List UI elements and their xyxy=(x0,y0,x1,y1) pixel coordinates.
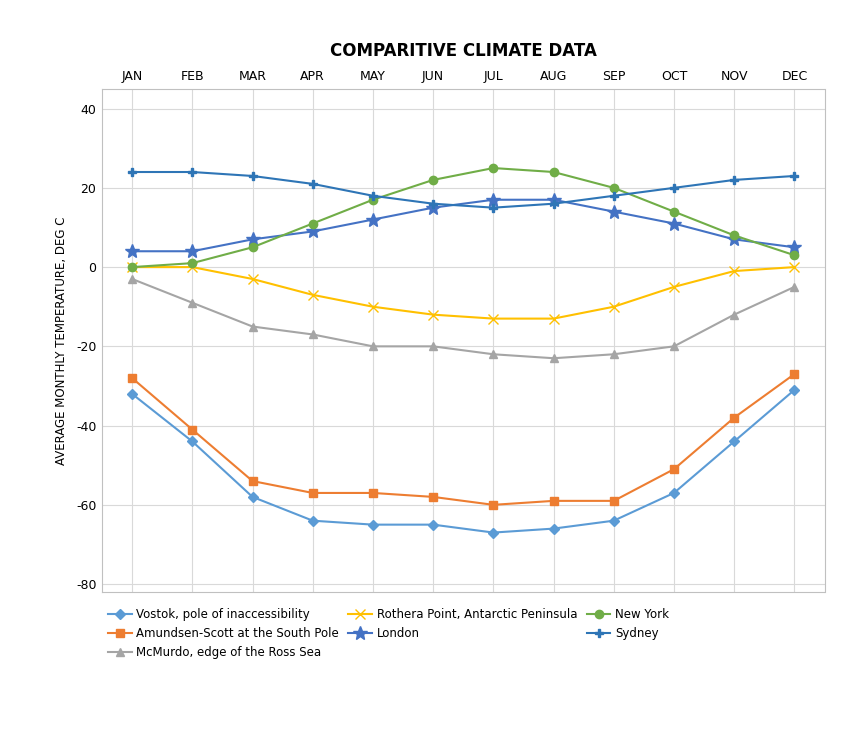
Title: COMPARITIVE CLIMATE DATA: COMPARITIVE CLIMATE DATA xyxy=(330,42,597,61)
Amundsen-Scott at the South Pole xyxy=(729,413,740,422)
New York xyxy=(368,195,378,204)
New York xyxy=(729,231,740,240)
Vostok, pole of inaccessibility xyxy=(247,492,258,501)
London xyxy=(609,207,619,216)
London xyxy=(247,235,258,243)
Vostok, pole of inaccessibility xyxy=(187,437,197,446)
New York xyxy=(428,175,439,184)
Amundsen-Scott at the South Pole xyxy=(127,374,137,383)
Line: Rothera Point, Antarctic Peninsula: Rothera Point, Antarctic Peninsula xyxy=(128,262,799,323)
Rothera Point, Antarctic Peninsula xyxy=(308,290,318,299)
McMurdo, edge of the Ross Sea xyxy=(368,342,378,351)
Sydney xyxy=(187,167,197,176)
London xyxy=(187,247,197,256)
McMurdo, edge of the Ross Sea xyxy=(428,342,439,351)
Vostok, pole of inaccessibility xyxy=(428,520,439,529)
London xyxy=(669,219,679,228)
McMurdo, edge of the Ross Sea xyxy=(187,298,197,307)
Amundsen-Scott at the South Pole xyxy=(247,477,258,485)
Rothera Point, Antarctic Peninsula xyxy=(729,266,740,275)
London xyxy=(308,227,318,236)
New York xyxy=(669,207,679,216)
Line: Amundsen-Scott at the South Pole: Amundsen-Scott at the South Pole xyxy=(128,370,798,509)
McMurdo, edge of the Ross Sea xyxy=(127,275,137,283)
McMurdo, edge of the Ross Sea xyxy=(247,322,258,331)
Vostok, pole of inaccessibility xyxy=(368,520,378,529)
Vostok, pole of inaccessibility xyxy=(729,437,740,446)
New York xyxy=(488,164,498,172)
New York xyxy=(187,259,197,268)
Vostok, pole of inaccessibility xyxy=(548,524,558,533)
Rothera Point, Antarctic Peninsula xyxy=(488,314,498,323)
Sydney xyxy=(548,199,558,208)
Sydney xyxy=(127,167,137,176)
McMurdo, edge of the Ross Sea xyxy=(488,350,498,359)
Amundsen-Scott at the South Pole xyxy=(609,497,619,505)
Rothera Point, Antarctic Peninsula xyxy=(609,302,619,311)
Rothera Point, Antarctic Peninsula xyxy=(548,314,558,323)
New York xyxy=(308,219,318,228)
McMurdo, edge of the Ross Sea xyxy=(790,283,800,292)
Line: Vostok, pole of inaccessibility: Vostok, pole of inaccessibility xyxy=(128,386,798,536)
Y-axis label: AVERAGE MONTHLY TEMPERATURE, DEG C: AVERAGE MONTHLY TEMPERATURE, DEG C xyxy=(54,216,68,465)
New York xyxy=(127,263,137,272)
Rothera Point, Antarctic Peninsula xyxy=(368,302,378,311)
Vostok, pole of inaccessibility xyxy=(790,386,800,394)
London xyxy=(729,235,740,243)
Amundsen-Scott at the South Pole xyxy=(308,488,318,497)
McMurdo, edge of the Ross Sea xyxy=(308,330,318,339)
Legend: Vostok, pole of inaccessibility, Amundsen-Scott at the South Pole, McMurdo, edge: Vostok, pole of inaccessibility, Amundse… xyxy=(108,608,669,659)
Amundsen-Scott at the South Pole xyxy=(428,492,439,501)
Sydney xyxy=(368,192,378,201)
McMurdo, edge of the Ross Sea xyxy=(609,350,619,359)
Amundsen-Scott at the South Pole xyxy=(548,497,558,505)
Line: London: London xyxy=(125,193,802,258)
Sydney xyxy=(428,199,439,208)
McMurdo, edge of the Ross Sea xyxy=(548,354,558,363)
London xyxy=(428,204,439,212)
New York xyxy=(790,251,800,260)
London xyxy=(790,243,800,252)
Sydney xyxy=(488,204,498,212)
Sydney xyxy=(247,172,258,181)
Rothera Point, Antarctic Peninsula xyxy=(790,263,800,272)
Line: Sydney: Sydney xyxy=(128,168,798,212)
Vostok, pole of inaccessibility xyxy=(308,517,318,525)
Vostok, pole of inaccessibility xyxy=(488,528,498,537)
McMurdo, edge of the Ross Sea xyxy=(729,310,740,319)
New York xyxy=(247,243,258,252)
Sydney xyxy=(308,180,318,189)
Line: McMurdo, edge of the Ross Sea: McMurdo, edge of the Ross Sea xyxy=(128,275,798,363)
New York xyxy=(548,167,558,176)
Sydney xyxy=(729,175,740,184)
London xyxy=(548,195,558,204)
Rothera Point, Antarctic Peninsula xyxy=(669,283,679,292)
Rothera Point, Antarctic Peninsula xyxy=(187,263,197,272)
McMurdo, edge of the Ross Sea xyxy=(669,342,679,351)
Rothera Point, Antarctic Peninsula xyxy=(247,275,258,283)
Rothera Point, Antarctic Peninsula xyxy=(428,310,439,319)
Rothera Point, Antarctic Peninsula xyxy=(127,263,137,272)
New York xyxy=(609,184,619,192)
Vostok, pole of inaccessibility xyxy=(669,488,679,497)
Sydney xyxy=(669,184,679,192)
Amundsen-Scott at the South Pole xyxy=(790,370,800,379)
London xyxy=(127,247,137,256)
Sydney xyxy=(609,192,619,201)
Amundsen-Scott at the South Pole xyxy=(669,465,679,474)
Line: New York: New York xyxy=(128,164,798,272)
Vostok, pole of inaccessibility xyxy=(609,517,619,525)
Amundsen-Scott at the South Pole xyxy=(368,488,378,497)
Vostok, pole of inaccessibility xyxy=(127,389,137,398)
London xyxy=(488,195,498,204)
Amundsen-Scott at the South Pole xyxy=(187,425,197,434)
Sydney xyxy=(790,172,800,181)
Amundsen-Scott at the South Pole xyxy=(488,500,498,509)
London xyxy=(368,215,378,224)
